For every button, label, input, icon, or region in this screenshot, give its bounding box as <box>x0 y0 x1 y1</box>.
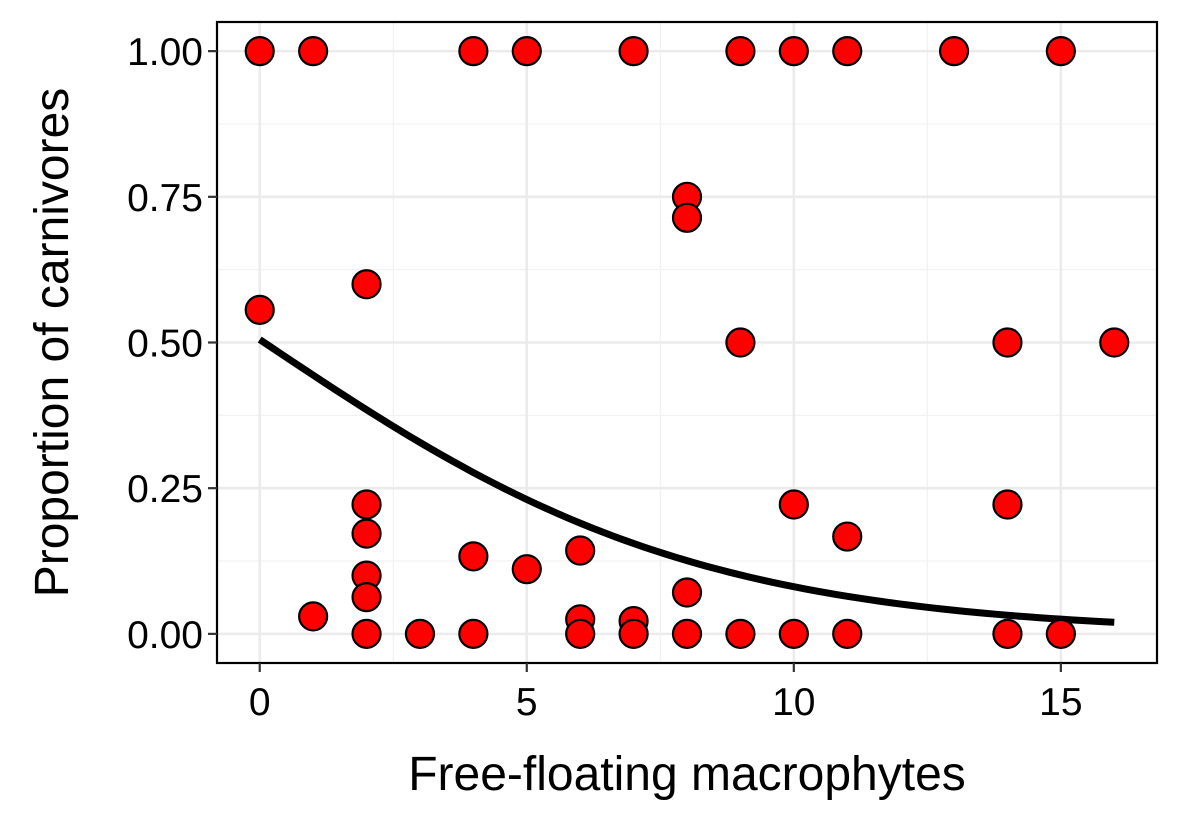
data-point <box>1099 327 1130 358</box>
x-tick-label: 15 <box>1039 681 1082 724</box>
data-point <box>725 327 756 358</box>
data-point <box>832 36 863 67</box>
y-axis-ticks: 0.00 0.25 0.50 0.75 1.00 <box>127 31 217 657</box>
data-point <box>1045 618 1076 649</box>
data-point <box>725 36 756 67</box>
y-axis-title: Proportion of carnivores <box>26 88 79 598</box>
data-point <box>511 36 542 67</box>
data-point <box>832 521 863 552</box>
data-point <box>351 518 382 549</box>
fit-line <box>257 336 1115 626</box>
data-point <box>244 36 275 67</box>
data-point <box>458 36 489 67</box>
data-point <box>565 618 596 649</box>
data-point <box>458 541 489 572</box>
data-point <box>671 618 703 649</box>
x-tick-label: 10 <box>772 681 815 724</box>
data-point <box>778 36 809 67</box>
x-tick-label: 0 <box>249 681 271 724</box>
data-point <box>404 618 436 649</box>
data-point <box>671 202 703 233</box>
data-point <box>618 618 649 649</box>
y-tick-label: 0.50 <box>127 323 203 366</box>
y-tick-label: 0.75 <box>127 177 203 220</box>
data-point <box>511 554 542 585</box>
y-tick-label: 1.00 <box>127 31 203 74</box>
x-axis-title: Free-floating macrophytes <box>408 748 966 801</box>
y-tick-label: 0.25 <box>127 468 203 511</box>
data-points <box>244 36 1130 649</box>
data-point <box>618 36 649 67</box>
data-point <box>565 535 596 566</box>
data-point <box>244 294 275 325</box>
data-point <box>351 582 382 613</box>
data-point <box>725 618 756 649</box>
data-point <box>938 36 970 67</box>
data-point <box>298 36 329 67</box>
fit-line-layer <box>257 336 1115 626</box>
data-point <box>351 618 382 649</box>
data-point <box>671 577 703 608</box>
data-point <box>298 601 329 632</box>
data-point <box>992 327 1023 358</box>
y-tick-label: 0.00 <box>127 614 203 657</box>
data-point <box>351 489 382 520</box>
data-point <box>778 618 809 649</box>
data-point <box>832 618 863 649</box>
data-point <box>458 618 489 649</box>
data-point <box>1045 36 1076 67</box>
data-point <box>992 489 1023 520</box>
data-point <box>351 269 382 300</box>
x-axis-ticks: 0 5 10 15 <box>249 663 1083 724</box>
data-point <box>992 618 1023 649</box>
x-tick-label: 5 <box>516 681 538 724</box>
data-point <box>778 489 809 520</box>
